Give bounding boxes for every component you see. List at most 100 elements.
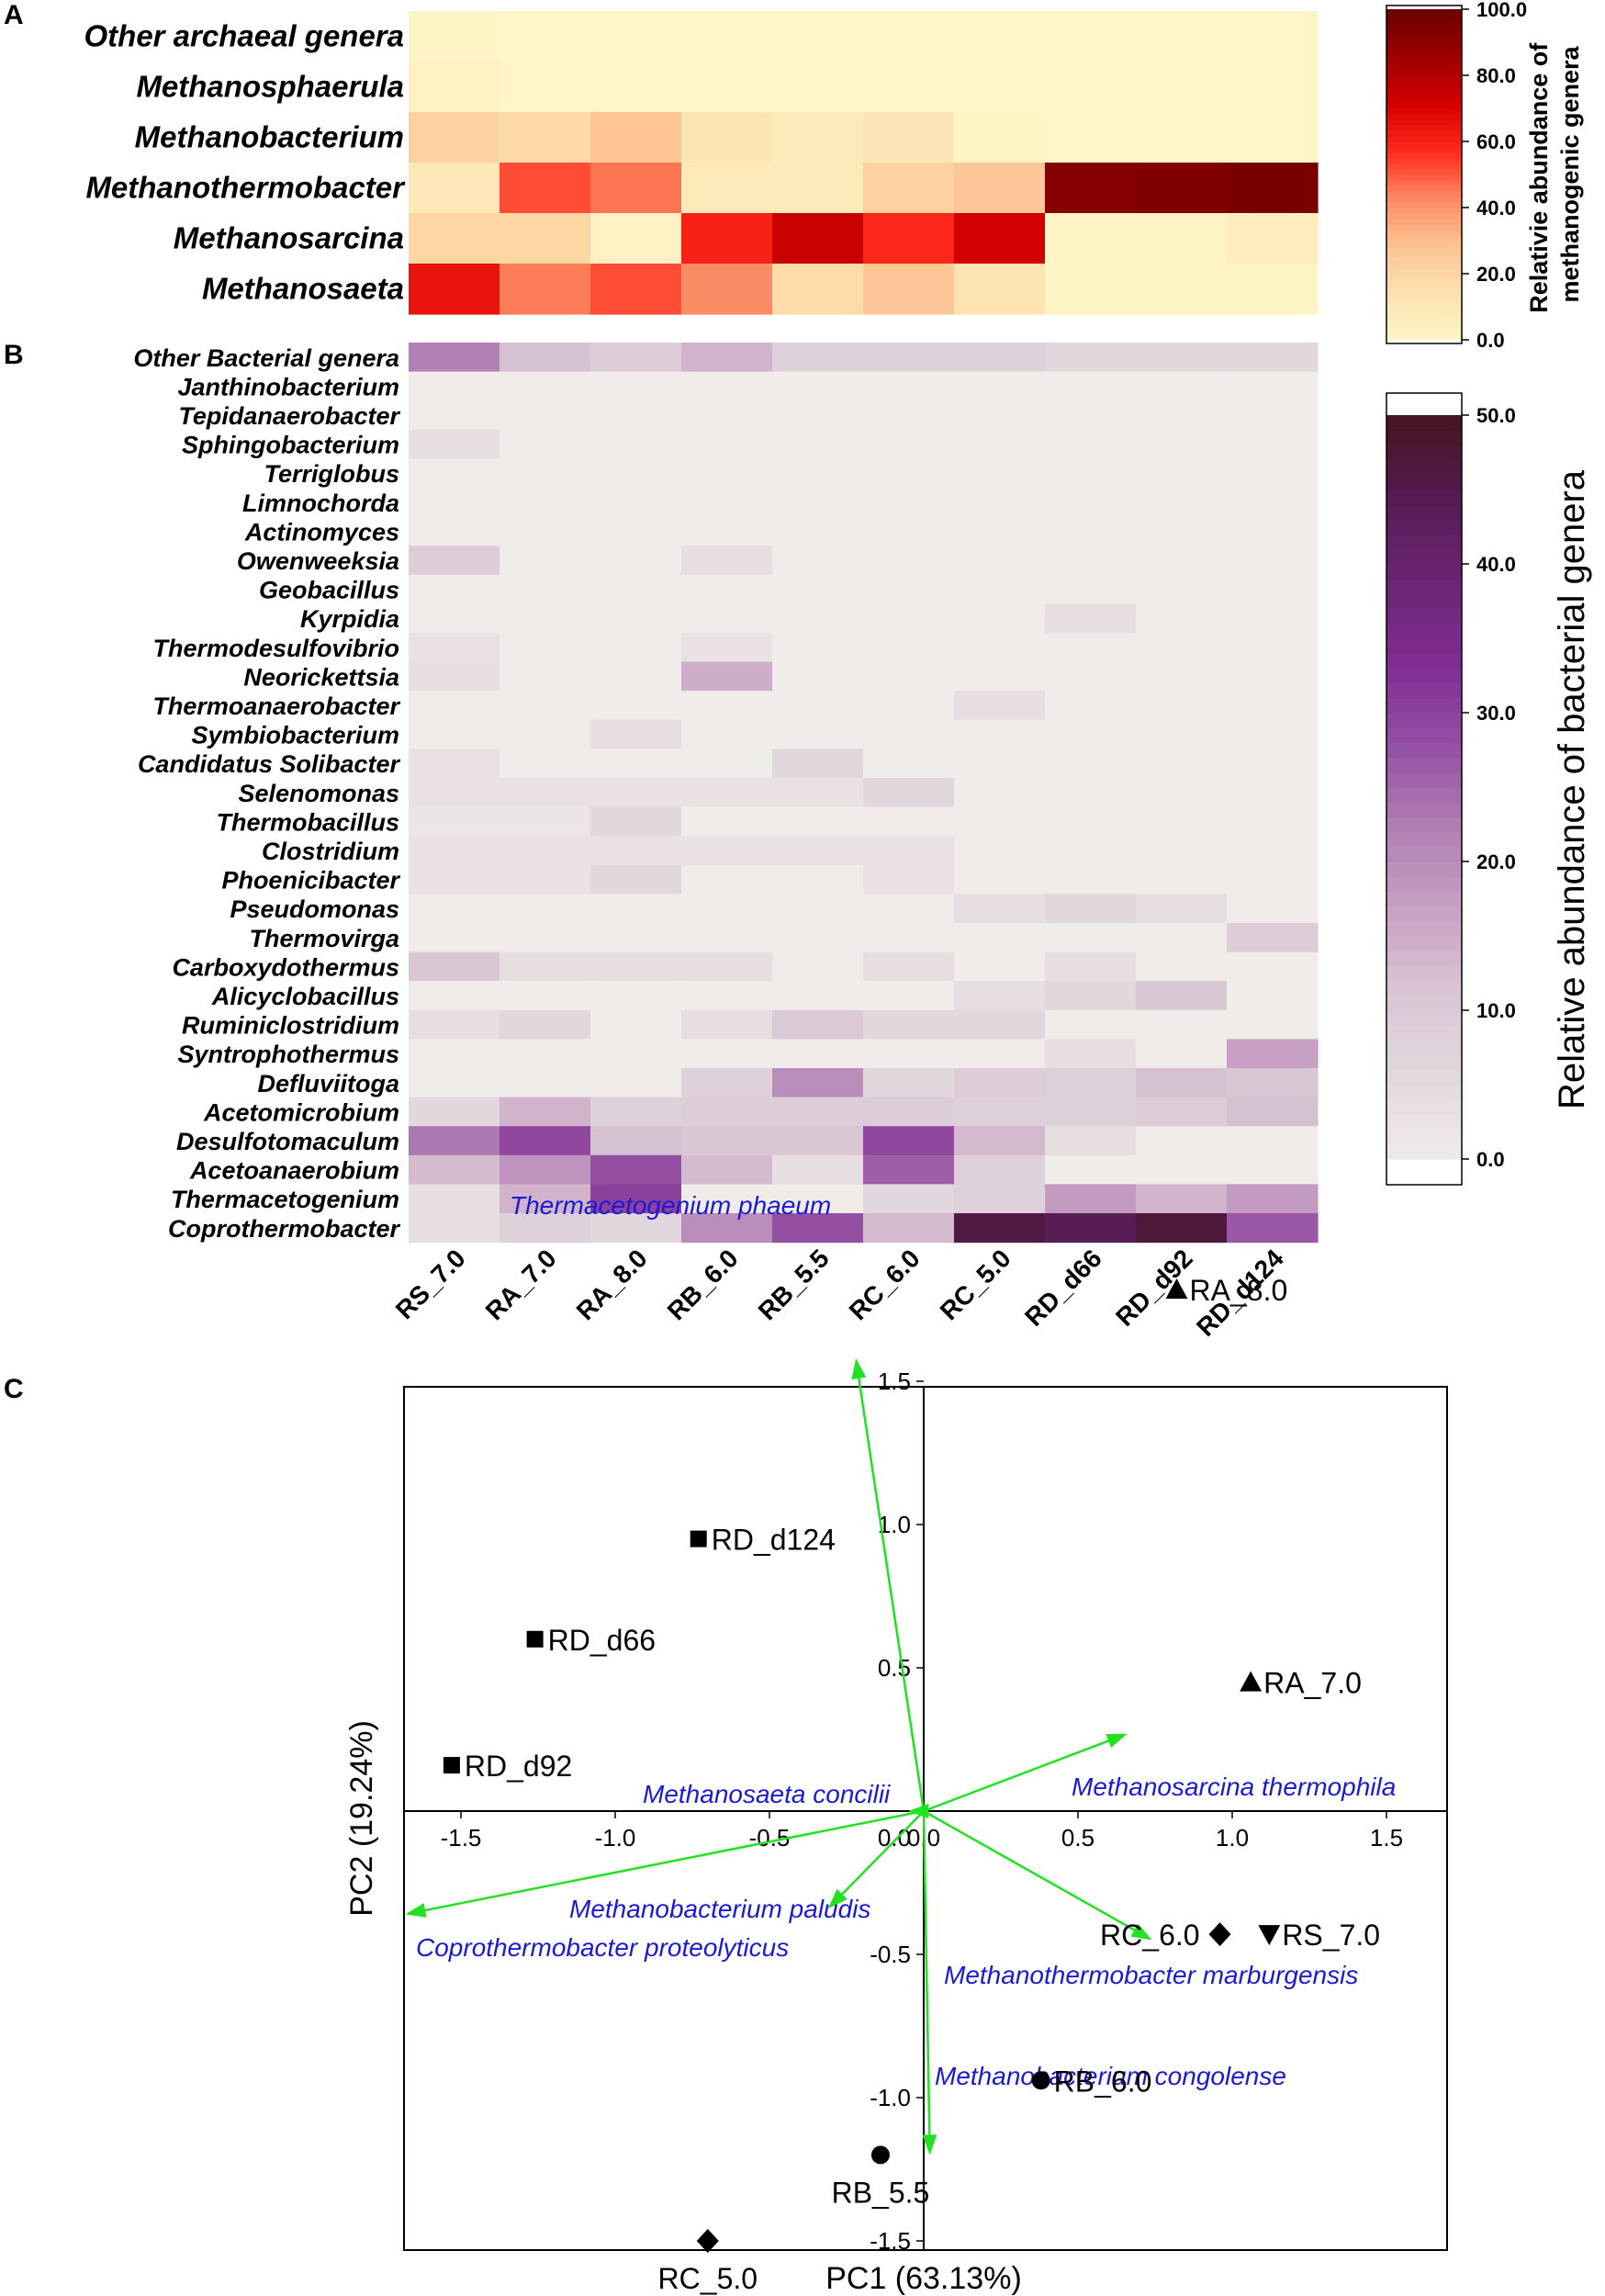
- heatmap-b-cell-thermacetogenium-rc-6-0: [863, 1184, 955, 1214]
- archaeal-colorbar-tick-label: 20.0: [1476, 263, 1516, 286]
- heatmap-a-cell-methanobacterium-rs-7-0: [409, 112, 500, 163]
- heatmap-b-cell-owenweeksia-ra-7-0: [499, 546, 591, 576]
- heatmap-a-cell-methanosarcina-rs-7-0: [409, 213, 500, 264]
- archaeal-colorbar-segment: [1386, 53, 1462, 60]
- heatmap-b-cell-alicyclobacillus-rs-7-0: [409, 981, 500, 1011]
- heatmap-b-cell-clostridium-rb-6-0: [681, 836, 773, 866]
- heatmap-b-cell-coprothermobacter-rb-5-5: [772, 1213, 864, 1244]
- archaeal-colorbar-segment: [1386, 186, 1462, 192]
- heatmap-b-cell-selenomonas-rb-6-0: [681, 778, 773, 808]
- archaeal-colorbar-segment: [1386, 97, 1462, 104]
- heatmap-b-cell-phoenicibacter-rs-7-0: [409, 864, 500, 895]
- bacterial-heatmap: [409, 343, 1319, 1244]
- heatmap-b-cell-thermovirga-rd-d92: [1136, 923, 1228, 953]
- heatmap-b-cell-thermobacillus-rd-d92: [1136, 806, 1228, 837]
- heatmap-b-cell-defluviitoga-rd-d92: [1136, 1068, 1228, 1098]
- pca-x-tick-label: -1.0: [595, 1824, 636, 1851]
- archaeal-colorbar-segment: [1386, 268, 1462, 275]
- heatmap-b-cell-thermodesulfovibrio-rd-d124: [1227, 633, 1319, 663]
- heatmap-a-cell-methanosphaerula-ra-7-0: [499, 62, 591, 113]
- heatmap-b-cell-neorickettsia-rs-7-0: [409, 661, 500, 692]
- heatmap-b-cell-acetoanaerobium-ra-7-0: [499, 1154, 591, 1185]
- bacterial-colorbar-segment: [1386, 682, 1462, 699]
- heatmap-b-cell-thermoanaerobacter-rd-d66: [1045, 691, 1137, 721]
- heatmap-b-cell-tepidanaerobacter-rd-d124: [1227, 400, 1319, 431]
- heatmap-b-cell-other-bacterial-genera-rc-5-0: [954, 343, 1046, 373]
- heatmap-b-cell-clostridium-rc-5-0: [954, 836, 1046, 866]
- heatmap-b-row-label: Candidatus Solibacter: [138, 750, 401, 778]
- heatmap-b-row-label: Owenweeksia: [237, 547, 399, 575]
- pca-x-tick-label: 0.5: [1061, 1824, 1094, 1851]
- heatmap-b-cell-syntrophothermus-rs-7-0: [409, 1039, 500, 1069]
- heatmap-b-cell-neorickettsia-rb-5-5: [772, 661, 864, 692]
- heatmap-b-cell-syntrophothermus-rc-5-0: [954, 1039, 1046, 1069]
- heatmap-a-cell-other-archaeal-genera-rd-d92: [1136, 11, 1228, 62]
- bacterial-colorbar-segment: [1386, 548, 1462, 565]
- heatmap-b-cell-symbiobacterium-ra-8-0: [590, 719, 682, 749]
- heatmap-b-cell-neorickettsia-rd-d92: [1136, 661, 1228, 692]
- pca-x-tick-label: -0.5: [749, 1824, 791, 1851]
- heatmap-b-cell-kyrpidia-rd-d66: [1045, 603, 1137, 634]
- heatmap-b-row-label: Kyrpidia: [300, 605, 399, 633]
- heatmap-b-cell-acetoanaerobium-ra-8-0: [590, 1154, 682, 1185]
- pca-point-ra-8-0: [1165, 1278, 1188, 1300]
- bacterial-colorbar-segment: [1386, 787, 1462, 803]
- heatmap-b-cell-alicyclobacillus-rb-5-5: [772, 981, 864, 1011]
- archaeal-colorbar-segment: [1386, 219, 1462, 225]
- archaeal-colorbar-segment: [1386, 224, 1462, 231]
- heatmap-b-cell-thermodesulfovibrio-rb-5-5: [772, 633, 864, 663]
- heatmap-b-cell-ruminiclostridium-rb-5-5: [772, 1009, 864, 1040]
- heatmap-b-cell-candidatus-solibacter-rc-5-0: [954, 748, 1046, 779]
- heatmap-b-cell-other-bacterial-genera-rd-d92: [1136, 343, 1228, 373]
- archaeal-colorbar-segment: [1386, 290, 1462, 297]
- heatmap-b-cell-thermovirga-ra-8-0: [590, 923, 682, 953]
- heatmap-b-cell-clostridium-ra-8-0: [590, 836, 682, 866]
- archaeal-colorbar-segment: [1386, 114, 1462, 120]
- bacterial-colorbar-ticks: 0.0 10.0 20.0 30.0 40.0 50.0: [1462, 404, 1516, 1171]
- heatmap-b-cell-pseudomonas-rb-6-0: [681, 894, 773, 924]
- pca-vector-head-coprothermobacter-proteolyticus: [405, 1903, 427, 1918]
- heatmap-b-cell-ruminiclostridium-rd-d124: [1227, 1009, 1319, 1040]
- heatmap-b-cell-tepidanaerobacter-rc-5-0: [954, 400, 1046, 431]
- heatmap-b-cell-limnochorda-ra-8-0: [590, 488, 682, 518]
- heatmap-b-cell-coprothermobacter-rc-6-0: [863, 1213, 955, 1244]
- heatmap-b-cell-acetoanaerobium-rs-7-0: [409, 1154, 500, 1185]
- heatmap-a-row-label: Methanosaeta: [202, 272, 404, 306]
- heatmap-a-cell-methanosaeta-rb-5-5: [772, 264, 864, 315]
- heatmap-b-cell-owenweeksia-rd-d124: [1227, 546, 1319, 576]
- archaeal-colorbar-segment: [1386, 312, 1462, 319]
- heatmap-b-cell-symbiobacterium-rc-5-0: [954, 719, 1046, 749]
- pca-axes: -1.5 -1.0 -0.5 0.0 0.5 1.0 1.5-1.5-1.0-0.50.51…: [404, 1367, 1447, 2255]
- heatmap-b-cell-terriglobus-rs-7-0: [409, 458, 500, 489]
- bacterial-colorbar-segment: [1386, 534, 1462, 550]
- heatmap-b-cell-desulfotomaculum-rd-d92: [1136, 1126, 1228, 1156]
- heatmap-b-cell-acetoanaerobium-rc-5-0: [954, 1154, 1046, 1185]
- heatmap-b-cell-symbiobacterium-rs-7-0: [409, 719, 500, 749]
- bacterial-colorbar-segment: [1386, 593, 1462, 610]
- heatmap-b-cell-janthinobacterium-rs-7-0: [409, 371, 500, 401]
- heatmap-b-cell-candidatus-solibacter-rd-d124: [1227, 748, 1319, 779]
- heatmap-b-cell-alicyclobacillus-ra-8-0: [590, 981, 682, 1011]
- bacterial-colorbar-segment: [1386, 802, 1462, 817]
- heatmap-b-cell-symbiobacterium-rc-6-0: [863, 719, 955, 749]
- heatmap-b-cell-carboxydothermus-rs-7-0: [409, 951, 500, 982]
- heatmap-column-label-rb-5-5: RB_5.5: [753, 1244, 835, 1325]
- heatmap-b-cell-owenweeksia-ra-8-0: [590, 546, 682, 576]
- pca-vector-label-methanothermobacter-marburgensis: Methanothermobacter marburgensis: [944, 1961, 1358, 1989]
- heatmap-b-cell-owenweeksia-rs-7-0: [409, 546, 500, 576]
- heatmap-b-cell-thermoanaerobacter-ra-7-0: [499, 691, 591, 721]
- bacterial-colorbar-segment: [1386, 623, 1462, 639]
- heatmap-b-cell-ruminiclostridium-ra-7-0: [499, 1009, 591, 1040]
- bacterial-colorbar-segment: [1386, 653, 1462, 669]
- archaeal-colorbar-segment: [1386, 169, 1462, 175]
- heatmap-b-row-label: Carboxydothermus: [172, 953, 399, 981]
- heatmap-b-cell-neorickettsia-rd-d66: [1045, 661, 1137, 692]
- pca-vector-label-methanosaeta-concilii: Methanosaeta concilii: [643, 1780, 891, 1808]
- heatmap-b-cell-syntrophothermus-rd-d66: [1045, 1039, 1137, 1069]
- heatmap-b-cell-tepidanaerobacter-rd-d92: [1136, 400, 1228, 431]
- heatmap-b-cell-geobacillus-ra-7-0: [499, 574, 591, 604]
- heatmap-a-cell-methanosaeta-rb-6-0: [681, 264, 773, 315]
- bacterial-colorbar-tick-label: 30.0: [1476, 702, 1516, 725]
- heatmap-b-cell-selenomonas-rd-d124: [1227, 778, 1319, 808]
